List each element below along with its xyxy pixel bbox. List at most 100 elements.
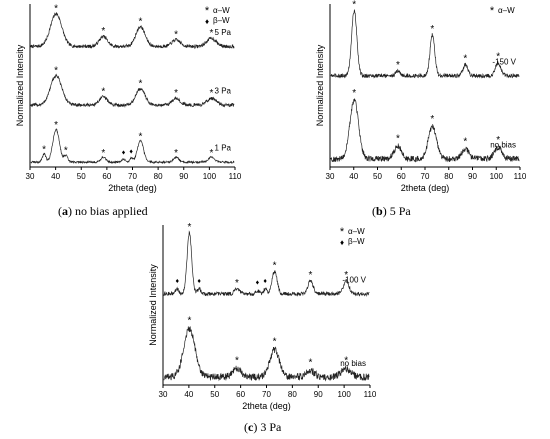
peak-marker: * <box>496 52 500 63</box>
series-label: 5 Pa <box>215 28 232 37</box>
peak-marker: * <box>54 120 58 131</box>
peak-marker: * <box>235 356 239 367</box>
peak-marker: * <box>138 16 142 27</box>
peak-marker: * <box>174 88 178 99</box>
peak-marker: * <box>54 65 58 76</box>
peak-marker: * <box>209 88 213 99</box>
peak-marker: * <box>309 357 313 368</box>
peak-marker: * <box>496 135 500 146</box>
panel-a: 30 40 50 60 70 80 90 100 110 2theta (deg) Normaliz… <box>15 3 242 193</box>
peak-marker: * <box>101 86 105 97</box>
x-tick-label: 60 <box>102 172 111 181</box>
x-tick-label: 110 <box>514 172 527 181</box>
legend-marker: ♦ <box>340 238 344 247</box>
peak-marker: * <box>174 29 178 40</box>
peak-marker: * <box>174 148 178 159</box>
x-tick-label: 90 <box>468 172 477 181</box>
x-tick-label: 110 <box>229 172 242 181</box>
series-label: -150 V <box>492 57 516 66</box>
peak-marker: * <box>101 148 105 159</box>
x-tick-label: 50 <box>373 172 382 181</box>
x-tick-label: 50 <box>77 172 86 181</box>
series-line <box>330 9 520 79</box>
series-line <box>163 326 370 382</box>
x-tick-label: 60 <box>397 172 406 181</box>
y-axis-label: Normalized Intensity <box>315 44 325 126</box>
peak-marker: * <box>309 270 313 281</box>
panel-b: 30 40 50 60 70 80 90 100 110 2theta (deg) Normaliz… <box>315 0 527 193</box>
peak-marker: * <box>138 78 142 89</box>
peak-marker: ♦ <box>175 278 179 285</box>
x-tick-label: 60 <box>236 390 245 399</box>
x-tick-label: 80 <box>154 172 163 181</box>
x-tick-label: 70 <box>128 172 137 181</box>
x-tick-label: 40 <box>184 390 193 399</box>
peak-marker: * <box>396 60 400 71</box>
series-label: -100 V <box>342 276 366 285</box>
peak-marker: ♦ <box>129 148 133 155</box>
legend-label: α–W <box>498 6 515 15</box>
peak-marker: * <box>138 131 142 142</box>
x-axis-label: 2theta (deg) <box>108 183 157 193</box>
legend-label: α–W <box>348 227 365 236</box>
peak-marker: * <box>42 144 46 155</box>
peak-marker: * <box>344 356 348 367</box>
peak-marker: * <box>463 137 467 148</box>
caption-c: (c) 3 Pa <box>244 420 282 434</box>
peak-marker: * <box>209 28 213 39</box>
peak-marker: ♦ <box>122 149 126 156</box>
y-axis-label: Normalized Intensity <box>148 264 158 346</box>
peak-marker: ♦ <box>263 278 267 285</box>
x-tick-label: 40 <box>349 172 358 181</box>
peak-marker: ♦ <box>197 278 201 285</box>
peak-marker: * <box>101 26 105 37</box>
x-tick-label: 100 <box>337 390 351 399</box>
x-tick-label: 80 <box>288 390 297 399</box>
x-tick-label: 100 <box>490 172 504 181</box>
peak-marker: * <box>187 222 191 233</box>
legend-marker: * <box>490 5 495 17</box>
peak-marker: * <box>344 270 348 281</box>
legend-label: β–W <box>348 237 365 246</box>
x-tick-label: 40 <box>51 172 60 181</box>
x-tick-label: 90 <box>314 390 323 399</box>
x-axis-label: 2theta (deg) <box>242 401 291 411</box>
peak-marker: * <box>187 316 191 327</box>
legend-label: β–W <box>213 16 230 25</box>
legend-label: α–W <box>213 6 230 15</box>
y-axis-label: Normalized Intensity <box>15 44 25 126</box>
panel-c: 30 40 50 60 70 80 90 100 110 2theta (deg) Normaliz… <box>148 222 377 411</box>
peak-marker: * <box>235 278 239 289</box>
x-tick-label: 30 <box>326 172 335 181</box>
x-tick-label: 30 <box>159 390 168 399</box>
x-tick-label: 100 <box>203 172 217 181</box>
x-tick-label: 70 <box>421 172 430 181</box>
x-tick-label: 80 <box>444 172 453 181</box>
x-tick-label: 50 <box>210 390 219 399</box>
legend-marker: ♦ <box>205 17 209 26</box>
peak-marker: * <box>430 24 434 35</box>
series-line <box>30 73 235 108</box>
peak-marker: * <box>64 146 68 157</box>
peak-marker: * <box>273 337 277 348</box>
x-tick-label: 70 <box>262 390 271 399</box>
peak-marker: * <box>352 0 356 11</box>
legend-marker: * <box>205 5 210 17</box>
peak-marker: * <box>273 261 277 272</box>
peak-marker: * <box>463 53 467 64</box>
x-tick-label: 90 <box>179 172 188 181</box>
peak-marker: * <box>396 133 400 144</box>
series-label: no bias <box>340 359 366 368</box>
series-label: no bias <box>490 140 516 149</box>
series-line <box>330 98 520 163</box>
series-line <box>30 11 235 50</box>
peak-marker: * <box>430 114 434 125</box>
series-label: 1 Pa <box>215 144 232 153</box>
series-line <box>163 230 370 297</box>
caption-a: (a) no bias applied <box>58 204 148 218</box>
series-label: 3 Pa <box>215 87 232 96</box>
peak-marker: * <box>352 88 356 99</box>
legend-marker: * <box>340 226 345 238</box>
peak-marker: * <box>209 148 213 159</box>
